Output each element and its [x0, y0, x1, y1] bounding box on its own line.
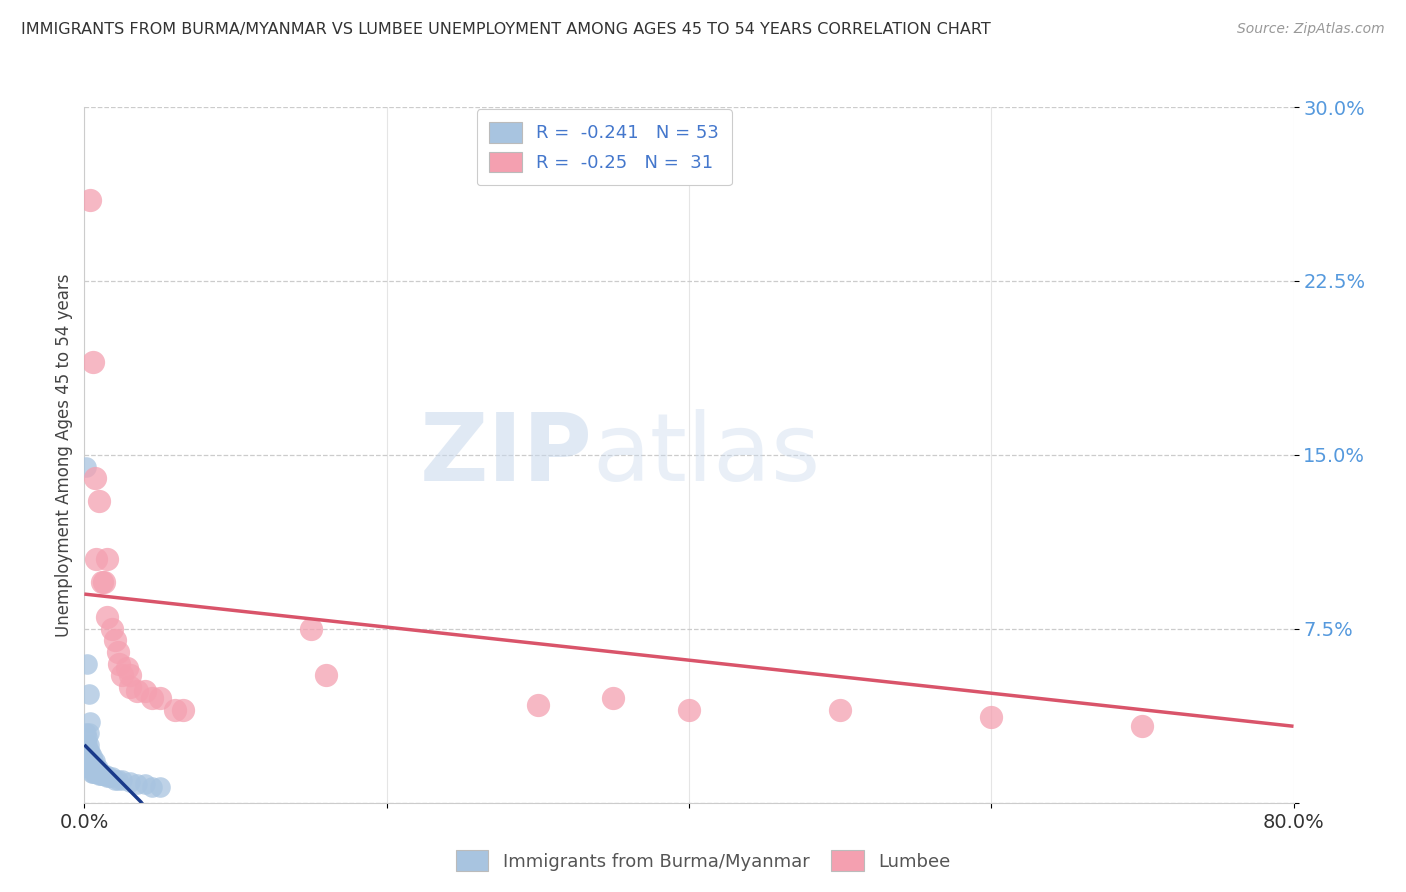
Point: [97, 770, 120, 784]
Legend: R =  -0.241   N = 53, R =  -0.25   N =  31: R = -0.241 N = 53, R = -0.25 N = 31: [477, 109, 733, 186]
Point: [76, 731, 98, 745]
Point: [980, 710, 1002, 724]
Point: [172, 703, 194, 717]
Point: [149, 691, 172, 706]
Point: [82, 765, 104, 780]
Point: [75, 726, 97, 740]
Point: [89, 765, 111, 780]
Point: [79, 761, 101, 775]
Point: [127, 777, 149, 791]
Point: [830, 703, 852, 717]
Point: [90, 765, 112, 780]
Point: [111, 668, 134, 682]
Point: [79, 745, 101, 759]
Point: [141, 780, 163, 794]
Point: [94, 768, 117, 782]
Point: [1130, 719, 1153, 733]
Point: [299, 622, 322, 636]
Point: [91, 768, 114, 782]
Legend: Immigrants from Burma/Myanmar, Lumbee: Immigrants from Burma/Myanmar, Lumbee: [449, 843, 957, 879]
Point: [80, 765, 103, 780]
Point: [76, 749, 98, 764]
Point: [79, 749, 101, 764]
Point: [86, 552, 108, 566]
Y-axis label: Unemployment Among Ages 45 to 54 years: Unemployment Among Ages 45 to 54 years: [55, 273, 73, 637]
Point: [76, 738, 98, 752]
Point: [82, 754, 104, 768]
Point: [75, 459, 97, 474]
Point: [75, 738, 97, 752]
Point: [77, 726, 100, 740]
Point: [104, 772, 127, 787]
Point: [82, 355, 104, 369]
Point: [141, 691, 163, 706]
Point: [100, 622, 122, 636]
Point: [79, 193, 101, 207]
Point: [100, 770, 122, 784]
Point: [77, 761, 100, 775]
Point: [149, 780, 172, 794]
Point: [77, 687, 100, 701]
Point: [602, 691, 624, 706]
Text: ZIP: ZIP: [419, 409, 592, 501]
Point: [118, 680, 141, 694]
Point: [678, 703, 700, 717]
Point: [76, 754, 98, 768]
Point: [80, 754, 103, 768]
Point: [163, 703, 186, 717]
Point: [134, 777, 156, 791]
Point: [84, 471, 107, 485]
Point: [90, 768, 112, 782]
Point: [82, 761, 104, 775]
Point: [115, 661, 138, 675]
Point: [76, 745, 98, 759]
Text: Source: ZipAtlas.com: Source: ZipAtlas.com: [1237, 22, 1385, 37]
Point: [96, 770, 118, 784]
Point: [107, 772, 129, 787]
Point: [84, 761, 107, 775]
Point: [77, 738, 100, 752]
Point: [87, 765, 110, 780]
Point: [91, 575, 114, 590]
Point: [79, 714, 101, 729]
Point: [108, 657, 131, 671]
Point: [526, 698, 548, 713]
Point: [77, 754, 100, 768]
Point: [93, 575, 115, 590]
Point: [80, 749, 103, 764]
Point: [80, 761, 103, 775]
Point: [96, 552, 118, 566]
Point: [89, 768, 111, 782]
Point: [315, 668, 337, 682]
Point: [86, 765, 108, 780]
Point: [87, 761, 110, 775]
Point: [107, 645, 129, 659]
Point: [77, 749, 100, 764]
Point: [127, 684, 149, 698]
Point: [93, 768, 115, 782]
Point: [84, 765, 107, 780]
Point: [89, 494, 111, 508]
Point: [77, 745, 100, 759]
Point: [104, 633, 127, 648]
Text: IMMIGRANTS FROM BURMA/MYANMAR VS LUMBEE UNEMPLOYMENT AMONG AGES 45 TO 54 YEARS C: IMMIGRANTS FROM BURMA/MYANMAR VS LUMBEE …: [21, 22, 991, 37]
Point: [118, 668, 141, 682]
Point: [79, 754, 101, 768]
Point: [76, 657, 98, 671]
Point: [86, 761, 108, 775]
Point: [84, 754, 107, 768]
Point: [134, 684, 156, 698]
Text: atlas: atlas: [592, 409, 821, 501]
Point: [111, 772, 134, 787]
Point: [96, 610, 118, 624]
Point: [118, 775, 141, 789]
